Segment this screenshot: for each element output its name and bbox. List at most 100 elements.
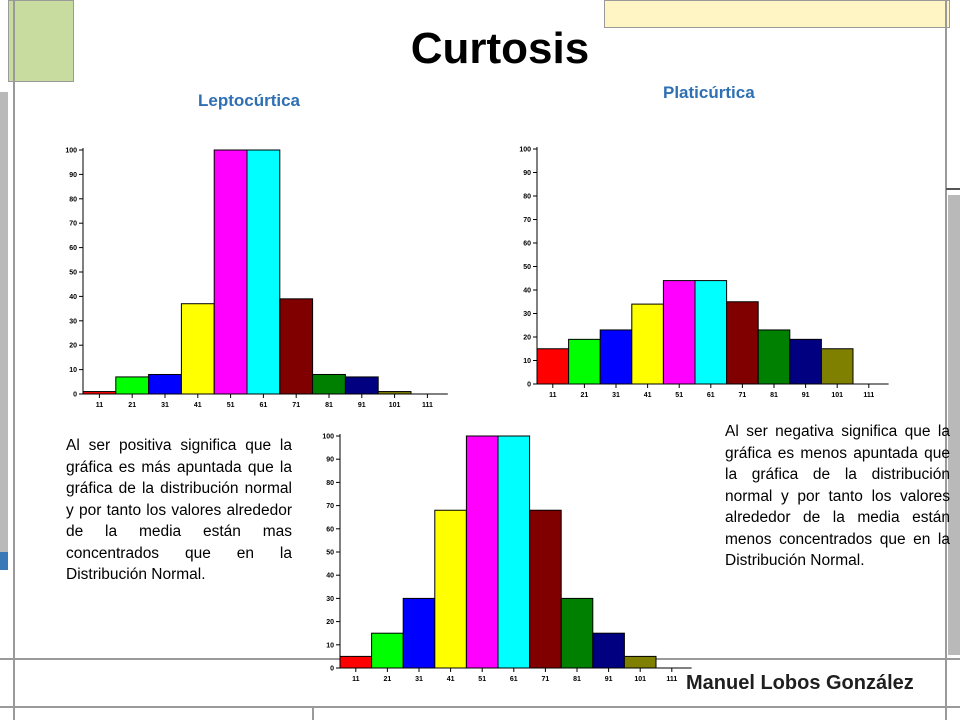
chart-normal: 0 10 20 30 40 50 60 70 80 90 100 11 21 31 41 51 61 71 81 91… xyxy=(322,434,692,683)
bar-31 xyxy=(402,597,436,669)
y-tick-label: 70 xyxy=(326,503,334,510)
x-tick-label: 31 xyxy=(161,402,169,409)
x-tick-label: 111 xyxy=(863,392,874,399)
y-tick-label: 20 xyxy=(523,335,531,342)
x-tick-label: 61 xyxy=(707,392,715,399)
x-tick-label: 91 xyxy=(605,676,613,683)
x-tick-label: 61 xyxy=(510,676,518,683)
x-tick-label: 91 xyxy=(802,392,810,399)
bar-21 xyxy=(115,376,150,395)
bar-91 xyxy=(344,376,379,395)
bar-71 xyxy=(529,509,562,669)
deco-green-block-top-left xyxy=(8,0,74,82)
subtitle-platicurtica: Platicúrtica xyxy=(663,83,755,102)
x-tick-label: 101 xyxy=(831,392,843,399)
x-tick-label: 21 xyxy=(128,402,136,409)
y-tick-label: 40 xyxy=(326,573,334,580)
bar-61 xyxy=(497,435,531,669)
x-tick-label: 71 xyxy=(739,392,747,399)
x-tick-label: 111 xyxy=(422,402,433,409)
x-tick-label: 71 xyxy=(542,676,550,683)
y-tick-label: 20 xyxy=(326,619,334,626)
x-tick-label: 101 xyxy=(389,402,401,409)
bar-91 xyxy=(789,338,822,385)
deco-line-left xyxy=(13,0,15,720)
y-tick-label: 80 xyxy=(69,196,77,203)
bar-41 xyxy=(631,303,664,385)
y-tick-label: 60 xyxy=(523,241,531,248)
y-tick-label: 0 xyxy=(330,666,334,673)
bar-11 xyxy=(82,391,117,395)
bar-31 xyxy=(599,329,633,385)
x-tick-label: 11 xyxy=(549,392,557,399)
y-tick-label: 0 xyxy=(73,392,77,399)
y-tick-label: 60 xyxy=(326,526,334,533)
x-tick-label: 81 xyxy=(573,676,581,683)
bar-91 xyxy=(592,632,625,669)
text-platicurtica: Al ser negativa significa que la gráfica… xyxy=(725,423,950,569)
x-tick-label: 11 xyxy=(96,402,104,409)
x-tick-label: 41 xyxy=(194,402,202,409)
x-tick-label: 71 xyxy=(292,402,300,409)
x-tick-label: 31 xyxy=(415,676,423,683)
bar-101 xyxy=(820,348,854,385)
x-tick-label: 31 xyxy=(612,392,620,399)
deco-tan-block-top-right xyxy=(604,0,950,28)
x-tick-label: 41 xyxy=(447,676,455,683)
x-tick-label: 51 xyxy=(478,676,486,683)
x-tick-label: 101 xyxy=(634,676,646,683)
y-tick-label: 0 xyxy=(527,382,531,389)
bar-81 xyxy=(560,597,594,669)
bar-51 xyxy=(213,149,248,395)
deco-line-footer-vertical xyxy=(312,706,314,720)
x-tick-label: 81 xyxy=(325,402,333,409)
author-name: Manuel Lobos González xyxy=(686,672,914,694)
y-tick-label: 40 xyxy=(523,288,531,295)
y-tick-label: 100 xyxy=(65,148,77,155)
text-leptocurtica: Al ser positiva significa que la gráfica… xyxy=(66,437,292,583)
chart-platicurtica: 0 10 20 30 40 50 60 70 80 90 100 11 21 31 41 51 61 71 81 91… xyxy=(519,147,889,399)
bar-61 xyxy=(246,149,281,395)
deco-grey-bar-left xyxy=(0,92,8,552)
x-tick-label: 21 xyxy=(384,676,392,683)
y-tick-label: 40 xyxy=(69,294,77,301)
x-tick-label: 11 xyxy=(352,676,360,683)
bar-31 xyxy=(148,373,182,395)
x-tick-label: 41 xyxy=(644,392,652,399)
bar-11 xyxy=(339,655,373,669)
y-tick-label: 30 xyxy=(523,311,531,318)
y-tick-label: 80 xyxy=(523,194,531,201)
x-tick-label: 61 xyxy=(260,402,268,409)
y-tick-label: 10 xyxy=(69,367,77,374)
x-tick-label: 111 xyxy=(666,676,677,683)
y-tick-label: 80 xyxy=(326,480,334,487)
y-tick-label: 60 xyxy=(69,245,77,252)
y-tick-label: 70 xyxy=(69,221,77,228)
x-tick-label: 91 xyxy=(358,402,366,409)
bar-21 xyxy=(371,632,404,669)
deco-line-right xyxy=(945,0,947,720)
chart-leptocurtica: 0 10 20 30 40 50 60 70 80 90 100 11 21 31 41 51 61 71 81 91… xyxy=(65,148,448,409)
page-title: Curtosis xyxy=(410,24,590,73)
y-tick-label: 30 xyxy=(69,318,77,325)
y-tick-label: 90 xyxy=(523,170,531,177)
deco-blue-bar-left xyxy=(0,552,8,570)
x-tick-label: 21 xyxy=(581,392,589,399)
bar-61 xyxy=(694,280,728,385)
bar-81 xyxy=(757,329,791,385)
y-tick-label: 50 xyxy=(523,264,531,271)
deco-line-footer xyxy=(0,706,960,708)
y-tick-label: 90 xyxy=(326,457,334,464)
deco-tick-right xyxy=(946,188,960,190)
x-tick-label: 51 xyxy=(227,402,235,409)
subtitle-leptocurtica: Leptocúrtica xyxy=(198,91,301,110)
y-tick-label: 30 xyxy=(326,596,334,603)
bar-71 xyxy=(279,298,314,395)
bar-21 xyxy=(568,338,601,385)
bar-51 xyxy=(465,435,499,669)
bar-41 xyxy=(434,509,467,669)
y-tick-label: 10 xyxy=(326,642,334,649)
x-tick-label: 81 xyxy=(770,392,778,399)
y-tick-label: 50 xyxy=(69,270,77,277)
bar-101 xyxy=(623,655,657,669)
